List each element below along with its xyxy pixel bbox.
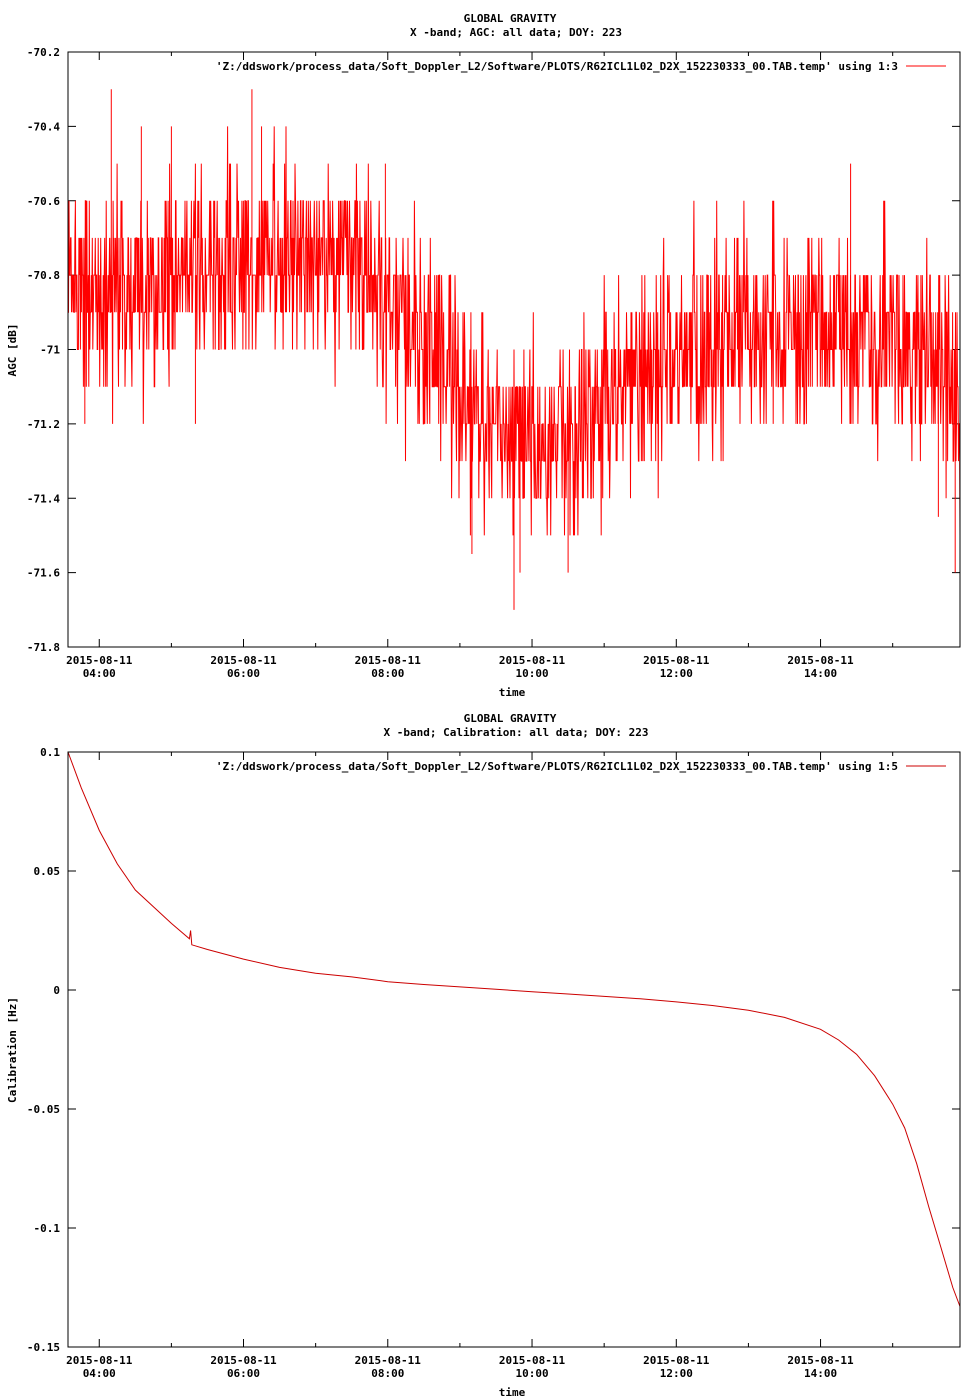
x-tick-date: 2015-08-11 bbox=[499, 654, 566, 667]
x-tick-date: 2015-08-11 bbox=[210, 1354, 277, 1367]
agc-legend-label: 'Z:/ddswork/process_data/Soft_Doppler_L2… bbox=[216, 60, 898, 73]
calibration-legend-label: 'Z:/ddswork/process_data/Soft_Doppler_L2… bbox=[216, 760, 898, 773]
x-tick-time: 14:00 bbox=[804, 667, 837, 680]
x-tick-date: 2015-08-11 bbox=[355, 1354, 422, 1367]
calibration-x-axis-label: time bbox=[499, 1386, 526, 1399]
agc-series-line bbox=[68, 126, 961, 536]
agc-subtitle: X -band; AGC: all data; DOY: 223 bbox=[410, 26, 622, 39]
y-tick-label: -0.15 bbox=[27, 1341, 60, 1354]
y-tick-label: -71.2 bbox=[27, 418, 60, 431]
y-tick-label: -70.4 bbox=[27, 120, 60, 133]
x-tick-date: 2015-08-11 bbox=[66, 1354, 133, 1367]
agc-y-axis-label: AGC [dB] bbox=[6, 324, 19, 377]
x-tick-date: 2015-08-11 bbox=[787, 654, 854, 667]
agc-panel: GLOBAL GRAVITY X -band; AGC: all data; D… bbox=[6, 12, 961, 699]
x-tick-time: 12:00 bbox=[660, 667, 693, 680]
x-tick-date: 2015-08-11 bbox=[643, 1354, 710, 1367]
y-tick-label: -70.8 bbox=[27, 269, 60, 282]
y-tick-label: -71 bbox=[40, 344, 60, 357]
x-tick-time: 06:00 bbox=[227, 667, 260, 680]
x-tick-date: 2015-08-11 bbox=[355, 654, 422, 667]
x-tick-time: 08:00 bbox=[371, 1367, 404, 1380]
calibration-title: GLOBAL GRAVITY bbox=[464, 712, 557, 725]
calibration-plot-frame bbox=[67, 751, 961, 1348]
y-tick-label: 0 bbox=[53, 984, 60, 997]
calibration-x-tick-labels: 2015-08-1104:002015-08-1106:002015-08-11… bbox=[66, 1354, 854, 1380]
x-tick-time: 04:00 bbox=[83, 667, 116, 680]
calibration-subtitle: X -band; Calibration: all data; DOY: 223 bbox=[384, 726, 649, 739]
agc-y-tick-labels: -70.2 -70.4 -70.6 -70.8 -71 -71.2 -71.4 -71.6 -7… bbox=[27, 46, 60, 654]
y-tick-label: 0.1 bbox=[40, 746, 60, 759]
y-tick-label: -71.4 bbox=[27, 492, 60, 505]
x-tick-date: 2015-08-11 bbox=[210, 654, 277, 667]
agc-spikes bbox=[84, 89, 956, 610]
x-tick-date: 2015-08-11 bbox=[66, 654, 133, 667]
x-tick-time: 12:00 bbox=[660, 1367, 693, 1380]
x-tick-time: 04:00 bbox=[83, 1367, 116, 1380]
agc-x-axis-label: time bbox=[499, 686, 526, 699]
y-tick-label: -0.05 bbox=[27, 1103, 60, 1116]
y-tick-label: 0.05 bbox=[34, 865, 61, 878]
agc-x-tick-labels: 2015-08-1104:002015-08-1106:002015-08-11… bbox=[66, 654, 854, 680]
x-tick-date: 2015-08-11 bbox=[499, 1354, 566, 1367]
x-tick-time: 08:00 bbox=[371, 667, 404, 680]
y-tick-label: -71.8 bbox=[27, 641, 60, 654]
x-tick-date: 2015-08-11 bbox=[787, 1354, 854, 1367]
calibration-y-tick-labels: 0.1 0.05 0 -0.05 -0.1 -0.15 bbox=[27, 746, 60, 1354]
calibration-ticks bbox=[68, 751, 960, 1348]
calibration-panel: GLOBAL GRAVITY X -band; Calibration: all… bbox=[6, 712, 961, 1399]
x-tick-date: 2015-08-11 bbox=[643, 654, 710, 667]
x-tick-time: 10:00 bbox=[515, 667, 548, 680]
calibration-series-line bbox=[67, 751, 961, 1307]
y-tick-label: -70.6 bbox=[27, 195, 60, 208]
x-tick-time: 14:00 bbox=[804, 1367, 837, 1380]
agc-title: GLOBAL GRAVITY bbox=[464, 12, 557, 25]
agc-plot-frame bbox=[67, 51, 961, 648]
y-tick-label: -0.1 bbox=[34, 1222, 61, 1235]
x-tick-time: 06:00 bbox=[227, 1367, 260, 1380]
calibration-y-axis-label: Calibration [Hz] bbox=[6, 997, 19, 1103]
x-tick-time: 10:00 bbox=[515, 1367, 548, 1380]
y-tick-label: -71.6 bbox=[27, 567, 60, 580]
y-tick-label: -70.2 bbox=[27, 46, 60, 59]
